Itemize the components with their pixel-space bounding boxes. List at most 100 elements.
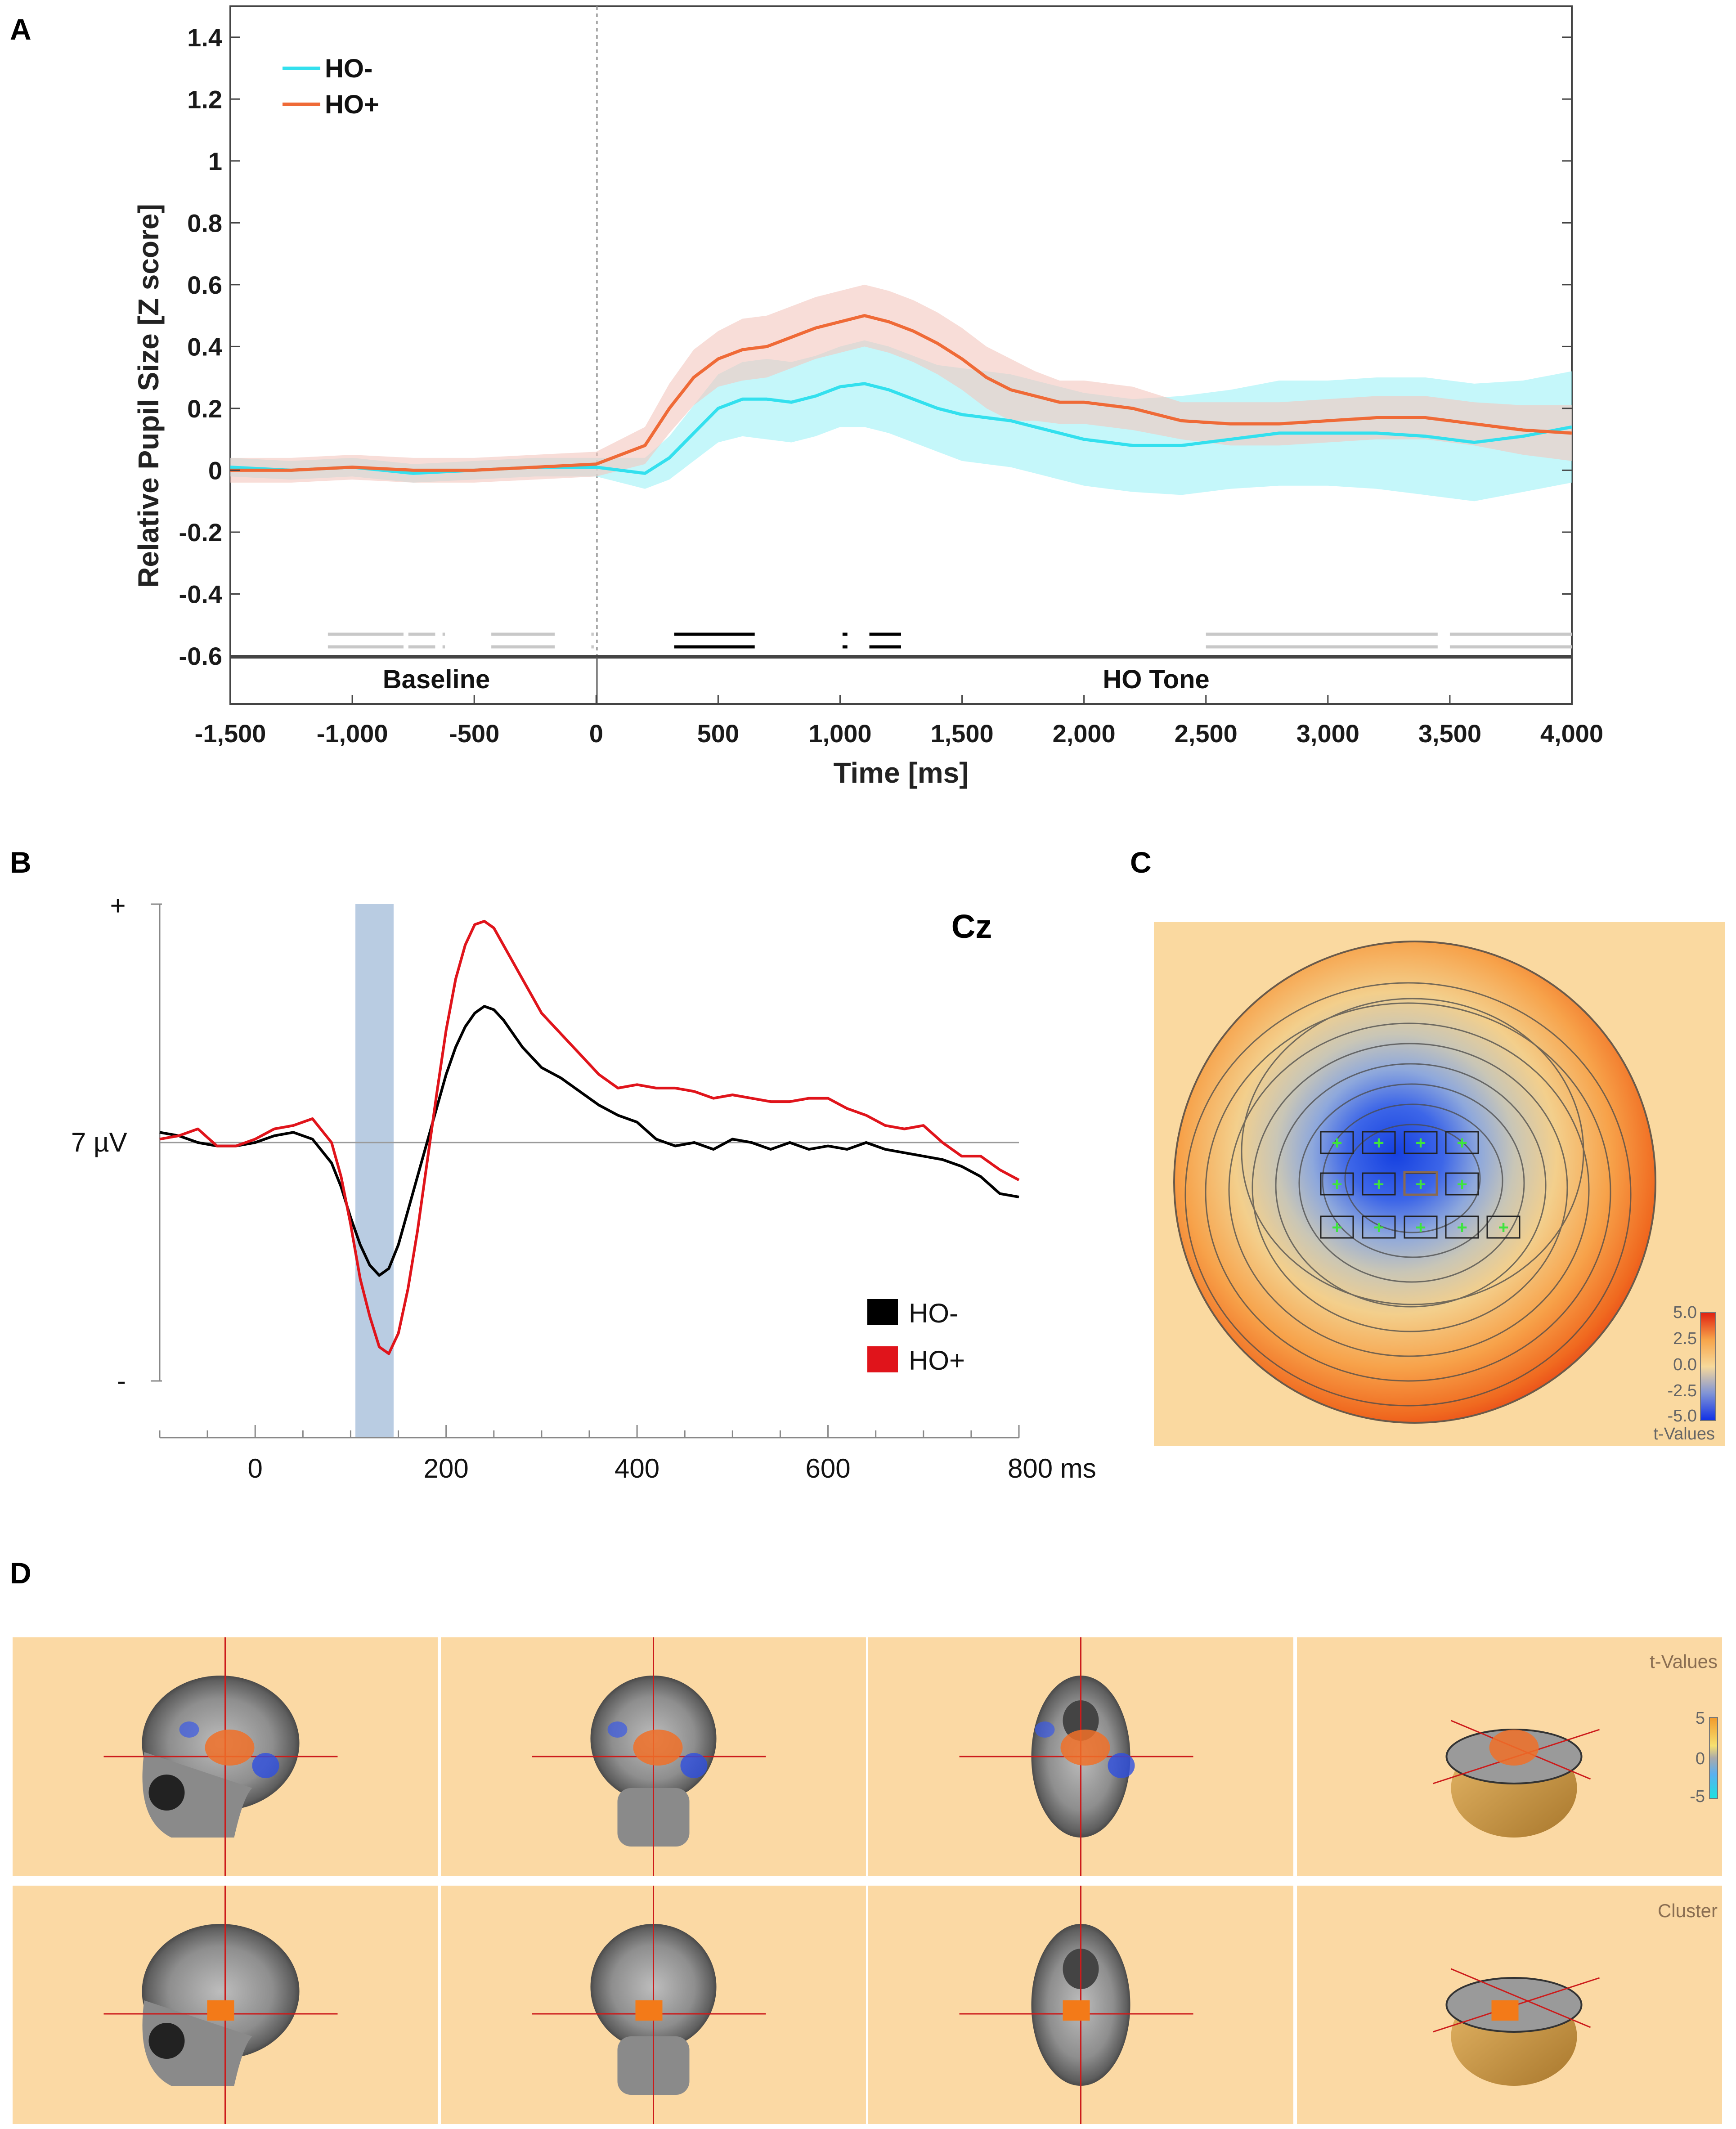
x-tick-label: 2,000 — [1053, 719, 1116, 748]
cbar-tick-5: 5.0 — [1673, 1303, 1697, 1322]
legend-swatch-ho-minus-b — [867, 1299, 898, 1325]
x-tick-label: 1,500 — [930, 719, 993, 748]
erp-line-ho-minus — [159, 1005, 1019, 1277]
topomap-contours — [1184, 982, 1632, 1407]
d-cbar-tick-0: 0 — [1696, 1749, 1705, 1768]
electrode-box — [1445, 1215, 1479, 1239]
panel-b-legend: HO- HO+ — [867, 1298, 965, 1376]
y-tick-label: -0.4 — [179, 580, 223, 608]
row-label-t-values: t-Values — [1650, 1651, 1718, 1672]
x-tick-label: 2,500 — [1175, 719, 1238, 748]
electrode-plus-icon: + — [1373, 1174, 1384, 1194]
legend-label-ho-minus: HO- — [325, 54, 372, 83]
cbar-tick-minus-2.5: -2.5 — [1668, 1381, 1697, 1400]
x-tick-label: 4,000 — [1540, 719, 1603, 748]
electrode-box — [1486, 1215, 1521, 1239]
y-tick-label: 1.2 — [187, 85, 222, 113]
activation-negative — [680, 1753, 708, 1778]
crosshair-3d-b — [1450, 1968, 1591, 2028]
x-tick-label: 0 — [589, 719, 603, 748]
panel-b-plus-label: + — [110, 891, 126, 921]
electrode-plus-icon: + — [1457, 1174, 1467, 1194]
activation-negative — [179, 1721, 199, 1738]
activation-negative — [1108, 1753, 1135, 1778]
electrode-plus-icon: + — [1373, 1218, 1384, 1237]
sem-band-ho-plus — [230, 284, 1572, 483]
y-tick-label: 0.2 — [187, 394, 222, 423]
activation-positive — [633, 1730, 683, 1766]
panel-a-plot-frame — [229, 5, 1573, 659]
panel-c: C + + + + + + + + + + + + + 5.0 2.5 0.0 -2.5 -5.0 t-… — [1130, 846, 1725, 1446]
topomap-head — [1174, 941, 1655, 1423]
cbar-label: t-Values — [1653, 1425, 1715, 1443]
y-tick-label: 1.4 — [187, 23, 222, 52]
b-x-tick-label: 400 — [615, 1453, 659, 1484]
activation-negative — [607, 1721, 628, 1738]
electrode-box — [1404, 1131, 1438, 1154]
b-x-tick-label: 800 ms — [1008, 1453, 1096, 1484]
y-tick-label: 1 — [208, 147, 222, 175]
electrode-box — [1320, 1172, 1354, 1196]
panel-b-minus-label: - — [117, 1366, 126, 1396]
electrode-plus-icon: + — [1415, 1218, 1426, 1237]
activation-negative — [252, 1753, 279, 1778]
row-label-cluster: Cluster — [1658, 1900, 1718, 1921]
panel-b: B 0 200 400 600 800 ms + - 7 µV Cz HO- HO+ — [10, 846, 1096, 1484]
b-x-tick-label: 0 — [248, 1453, 263, 1484]
analysis-window — [355, 904, 394, 1438]
panel-b-title: Cz — [951, 908, 992, 945]
panel-c-letter: C — [1130, 846, 1152, 879]
phase-label-ho-tone: HO Tone — [1103, 665, 1209, 694]
panel-a-letter: A — [10, 13, 31, 46]
electrode-box — [1362, 1131, 1396, 1154]
legend-label-ho-plus-b: HO+ — [909, 1345, 965, 1376]
cluster-voxels — [207, 2000, 234, 2021]
d-cbar-tick-minus-5: -5 — [1690, 1787, 1705, 1806]
electrode-plus-icon: + — [1498, 1218, 1508, 1237]
x-tick-label: 3,000 — [1296, 719, 1359, 748]
b-x-tick-label: 600 — [806, 1453, 851, 1484]
electrode-plus-icon: + — [1332, 1174, 1342, 1194]
electrode-plus-icon: + — [1415, 1174, 1426, 1194]
x-tick-label: -1,500 — [195, 719, 266, 748]
panel-d: D t-Values Cluster 5 0 -5 — [10, 1556, 1722, 2124]
b-x-tick-label: 200 — [424, 1453, 469, 1484]
x-tick-label: -500 — [449, 719, 499, 748]
orbit — [148, 2023, 185, 2059]
phase-label-baseline: Baseline — [383, 665, 490, 694]
electrode-box — [1320, 1131, 1354, 1154]
electrode-box — [1362, 1172, 1396, 1196]
electrode-plus-icon: + — [1457, 1133, 1467, 1153]
phase-bar — [229, 655, 1573, 705]
legend-swatch-ho-plus-b — [867, 1346, 898, 1372]
series-line-ho-plus — [230, 314, 1572, 472]
cbar-tick-0: 0.0 — [1673, 1355, 1697, 1374]
cluster-voxels — [1063, 2000, 1090, 2021]
legend-label-ho-plus: HO+ — [325, 90, 379, 119]
panel-b-letter: B — [10, 846, 31, 879]
y-tick-label: 0.4 — [187, 332, 222, 361]
panel-a-x-label: Time [ms] — [833, 757, 969, 789]
cluster-voxels — [1491, 2000, 1519, 2021]
cbar-tick-minus-5: -5.0 — [1668, 1407, 1697, 1425]
electrode-plus-icon: + — [1457, 1218, 1467, 1237]
panel-a: A Baseline HO Tone -0.6 -0.4 -0.2 0 0.2 0.4 0.… — [10, 5, 1603, 789]
y-tick-label: -0.6 — [179, 642, 223, 670]
activation-positive — [1060, 1730, 1110, 1766]
activation-positive — [1489, 1730, 1539, 1766]
activation-positive — [205, 1730, 255, 1766]
erp-line-ho-plus — [159, 919, 1020, 1355]
electrode-box — [1320, 1215, 1354, 1239]
y-tick-label: 0 — [208, 456, 222, 484]
electrode-cluster: + + + + + + + + + + + + + — [1320, 1131, 1521, 1239]
legend-label-ho-minus-b: HO- — [909, 1298, 958, 1328]
electrode-box — [1362, 1215, 1396, 1239]
x-tick-label: 1,000 — [808, 719, 871, 748]
y-tick-label: -0.2 — [179, 518, 223, 547]
panel-a-legend: HO- HO+ — [283, 54, 379, 119]
electrode-plus-icon: + — [1415, 1133, 1426, 1153]
x-tick-label: 500 — [697, 719, 739, 748]
electrode-plus-icon: + — [1332, 1133, 1342, 1153]
electrode-box — [1445, 1172, 1479, 1196]
